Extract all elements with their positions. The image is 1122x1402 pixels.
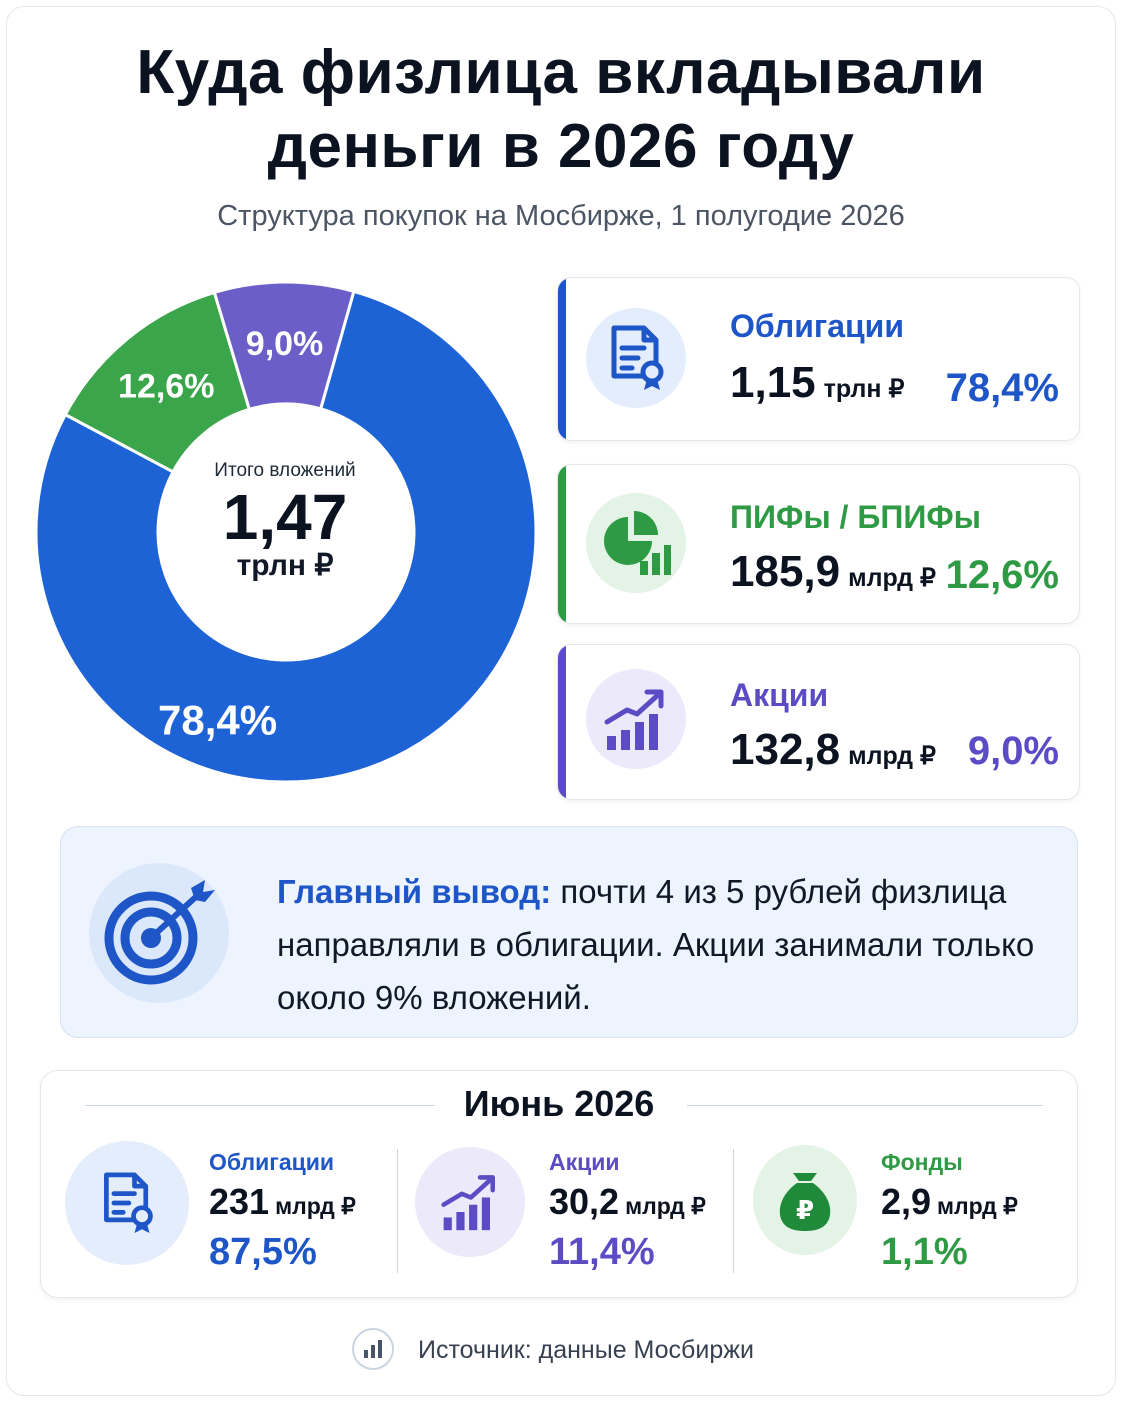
june-item-percent: 1,1%: [881, 1231, 968, 1273]
card-name: ПИФы / БПИФы: [730, 499, 981, 535]
card-amount-value: 185,9: [730, 547, 841, 596]
growth-chart-icon: [586, 669, 686, 769]
card-amount: 185,9 млрд ₽: [730, 547, 936, 597]
june-item-amount: 30,2 млрд ₽: [549, 1181, 706, 1223]
card-percent: 78,4%: [945, 366, 1059, 410]
june-panel: Июнь 2026 Облигации 231 млрд ₽ 87,5%: [40, 1070, 1078, 1298]
june-item-unit: млрд ₽: [275, 1193, 356, 1219]
divider-line: [85, 1105, 435, 1106]
bar-chart-icon: [352, 1328, 394, 1370]
june-item-funds: ₽ Фонды 2,9 млрд ₽ 1,1%: [729, 1141, 1059, 1273]
source-text: Источник: данные Мосбиржи: [418, 1336, 754, 1364]
card-amount-value: 1,15: [730, 358, 816, 407]
page-subtitle: Структура покупок на Мосбирже, 1 полугод…: [217, 200, 905, 232]
card-amount-unit: млрд ₽: [848, 742, 936, 770]
page-title: Куда физлица вкладывали деньги в 2026 го…: [0, 36, 1122, 184]
card-accent-bar: [558, 645, 566, 799]
june-item-name: Фонды: [881, 1149, 963, 1175]
june-item-stocks: Акции 30,2 млрд ₽ 11,4%: [393, 1141, 723, 1273]
conclusion-highlight: Главный вывод:: [277, 873, 552, 910]
card-amount-unit: млрд ₽: [848, 564, 936, 592]
june-item-value: 231: [209, 1181, 270, 1222]
card-amount: 1,15 трлн ₽: [730, 358, 904, 408]
card-amount-unit: трлн ₽: [823, 375, 905, 403]
card-percent: 9,0%: [967, 729, 1059, 773]
conclusion-body: почти 4 из 5 рублей физлица направляли в…: [277, 873, 1035, 1016]
slice-label-bonds: 78,4%: [158, 697, 277, 744]
vertical-divider: [733, 1149, 734, 1273]
source-footer: Источник: данные Мосбиржи: [0, 1326, 1122, 1376]
card-name: Акции: [730, 677, 829, 713]
slice-label-funds: 12,6%: [118, 368, 214, 406]
june-title: Июнь 2026: [463, 1083, 655, 1124]
june-item-name: Облигации: [209, 1149, 335, 1175]
document-certificate-icon: [586, 308, 686, 408]
june-item-unit: млрд ₽: [625, 1193, 706, 1219]
donut-center: Итого вложений 1,47 трлн ₽: [160, 460, 410, 583]
conclusion-box: Главный вывод: почти 4 из 5 рублей физли…: [60, 826, 1078, 1038]
card-percent: 12,6%: [945, 553, 1059, 597]
pie-chart-icon: [586, 493, 686, 593]
june-item-percent: 11,4%: [549, 1231, 655, 1273]
title-line-2: деньги в 2026 году: [267, 112, 855, 181]
total-value: 1,47: [222, 481, 348, 553]
growth-chart-icon: [415, 1147, 525, 1257]
money-bag-icon: ₽: [753, 1145, 857, 1255]
conclusion-text: Главный вывод: почти 4 из 5 рублей физли…: [277, 865, 1057, 1024]
divider-line: [687, 1105, 1043, 1106]
card-amount-value: 132,8: [730, 725, 841, 774]
slice-bonds: [36, 289, 536, 784]
june-item-name: Акции: [549, 1149, 620, 1175]
title-line-1: Куда физлица вкладывали: [136, 38, 986, 107]
donut-chart: 12,6% 9,0% 78,4%: [36, 280, 536, 784]
june-item-amount: 2,9 млрд ₽: [881, 1181, 1018, 1223]
june-item-bonds: Облигации 231 млрд ₽ 87,5%: [41, 1141, 371, 1273]
card-funds: ПИФы / БПИФы 185,9 млрд ₽ 12,6%: [557, 464, 1080, 624]
card-amount: 132,8 млрд ₽: [730, 725, 936, 775]
card-bonds: Облигации 1,15 трлн ₽ 78,4%: [557, 277, 1080, 441]
svg-text:₽: ₽: [796, 1196, 814, 1226]
total-label: Итого вложений: [214, 460, 356, 481]
card-stocks: Акции 132,8 млрд ₽ 9,0%: [557, 644, 1080, 800]
total-unit: трлн ₽: [236, 549, 334, 582]
vertical-divider: [397, 1149, 398, 1273]
target-icon: [89, 863, 229, 1003]
june-item-value: 2,9: [881, 1181, 932, 1222]
infographic-frame: [6, 6, 1116, 1396]
card-accent-bar: [558, 278, 566, 440]
card-name: Облигации: [730, 308, 904, 344]
june-item-unit: млрд ₽: [937, 1193, 1018, 1219]
document-certificate-icon: [65, 1141, 189, 1265]
slice-funds: [63, 290, 252, 474]
june-item-percent: 87,5%: [209, 1231, 317, 1273]
slice-label-stocks: 9,0%: [246, 325, 324, 363]
card-accent-bar: [558, 465, 566, 623]
june-item-amount: 231 млрд ₽: [209, 1181, 356, 1223]
june-item-value: 30,2: [549, 1181, 620, 1222]
